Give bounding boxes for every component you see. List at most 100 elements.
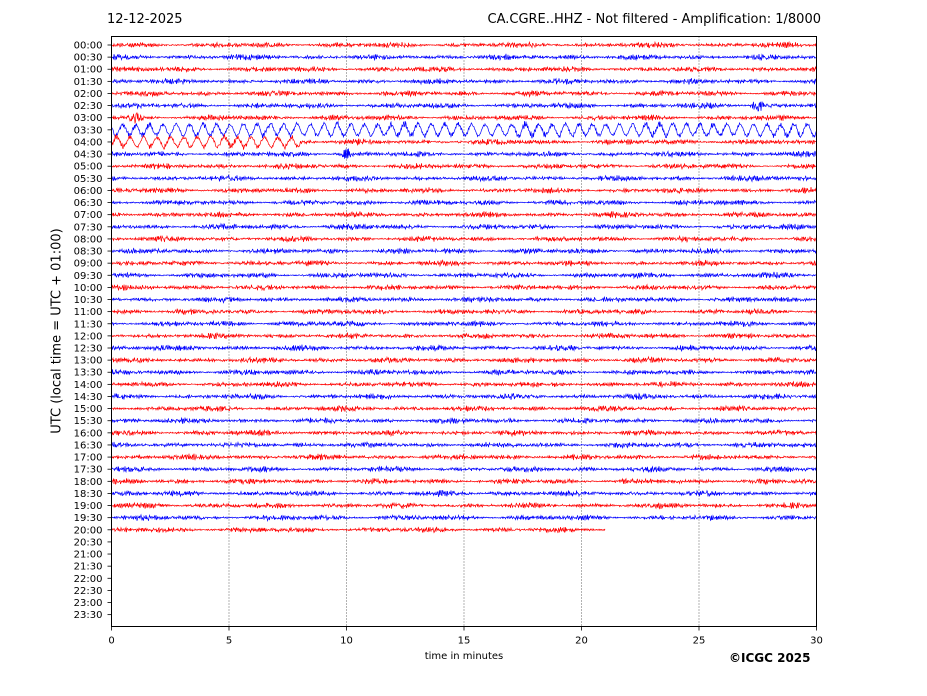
x-tick-label: 10 [340, 636, 353, 647]
y-tick-label: 23:30 [74, 610, 103, 621]
y-tick-label: 19:30 [74, 513, 103, 524]
x-tick-label: 25 [693, 636, 706, 647]
trace-09:00 [111, 259, 817, 268]
trace-07:30 [111, 222, 817, 231]
y-tick-label: 21:00 [74, 550, 103, 561]
trace-15:30 [111, 416, 817, 425]
y-tick-label: 22:30 [74, 586, 103, 597]
y-tick-label: 20:00 [74, 525, 103, 536]
trace-04:00 [111, 134, 817, 151]
y-tick-label: 13:30 [74, 368, 103, 379]
y-tick-label: 22:00 [74, 574, 103, 585]
trace-14:00 [111, 380, 817, 389]
trace-13:00 [111, 355, 817, 364]
trace-17:30 [111, 465, 817, 474]
trace-03:00 [111, 112, 817, 124]
y-tick-label: 15:30 [74, 416, 103, 427]
trace-14:30 [111, 392, 817, 401]
y-tick-label: 16:00 [74, 428, 103, 439]
trace-19:00 [111, 501, 817, 510]
trace-07:00 [111, 210, 817, 219]
trace-11:00 [111, 307, 817, 316]
trace-16:30 [111, 441, 817, 450]
trace-10:00 [111, 283, 817, 292]
trace-18:00 [111, 477, 817, 486]
y-tick-label: 16:30 [74, 440, 103, 451]
trace-05:00 [111, 162, 817, 170]
y-tick-label: 11:00 [74, 307, 103, 318]
y-tick-label: 17:30 [74, 465, 103, 476]
y-tick-label: 07:00 [74, 210, 103, 221]
y-tick-label: 14:00 [74, 380, 103, 391]
y-tick-label: 09:30 [74, 271, 103, 282]
y-tick-label: 15:00 [74, 404, 103, 415]
y-tick-label: 08:00 [74, 234, 103, 245]
y-tick-label: 04:00 [74, 137, 103, 148]
x-tick-label: 30 [810, 636, 823, 647]
trace-03:30 [111, 120, 817, 139]
x-tick-label: 0 [108, 636, 114, 647]
trace-01:00 [111, 65, 817, 73]
trace-02:00 [111, 89, 817, 98]
y-tick-label: 14:30 [74, 392, 103, 403]
y-tick-label: 17:00 [74, 453, 103, 464]
chart-title: CA.CGRE..HHZ - Not filtered - Amplificat… [487, 12, 822, 27]
y-tick-label: 08:30 [74, 247, 103, 258]
y-tick-label: 09:00 [74, 259, 103, 270]
y-ticks: 00:0000:3001:0001:3002:0002:3003:0003:30… [74, 41, 112, 621]
date-label: 12-12-2025 [107, 12, 183, 27]
trace-00:30 [111, 53, 817, 62]
y-tick-label: 23:00 [74, 598, 103, 609]
trace-20:00 [111, 526, 606, 534]
y-tick-label: 05:00 [74, 162, 103, 173]
y-tick-label: 00:30 [74, 53, 103, 64]
y-tick-label: 02:30 [74, 101, 103, 112]
trace-16:00 [111, 428, 817, 438]
y-tick-label: 01:00 [74, 65, 103, 76]
y-tick-label: 10:00 [74, 283, 103, 294]
y-tick-label: 04:30 [74, 150, 103, 161]
x-tick-label: 20 [575, 636, 588, 647]
trace-08:30 [111, 247, 817, 255]
trace-00:00 [111, 40, 817, 49]
gridlines [228, 36, 700, 627]
y-tick-label: 01:30 [74, 77, 103, 88]
y-tick-label: 12:00 [74, 331, 103, 342]
y-tick-label: 05:30 [74, 174, 103, 185]
trace-10:30 [111, 295, 817, 304]
x-ticks: 0 5 10 15 20 25 30 [108, 626, 823, 647]
y-tick-label: 11:30 [74, 319, 103, 330]
y-tick-label: 06:00 [74, 186, 103, 197]
x-tick-label: 15 [458, 636, 471, 647]
trace-06:30 [111, 199, 817, 207]
copyright: ©ICGC 2025 [729, 651, 811, 665]
y-tick-label: 18:30 [74, 489, 103, 500]
trace-17:00 [111, 453, 817, 461]
trace-01:30 [111, 77, 817, 86]
x-axis-label: time in minutes [424, 651, 504, 662]
y-tick-label: 12:30 [74, 344, 103, 355]
trace-04:30 [111, 148, 817, 159]
trace-11:30 [111, 319, 817, 328]
trace-13:30 [111, 368, 817, 377]
trace-08:00 [111, 234, 817, 243]
trace-06:00 [111, 186, 817, 195]
y-tick-label: 13:00 [74, 356, 103, 367]
trace-15:00 [111, 404, 817, 413]
y-tick-label: 03:00 [74, 113, 103, 124]
trace-18:30 [111, 489, 817, 498]
trace-09:30 [111, 271, 817, 280]
trace-12:30 [111, 344, 817, 353]
y-tick-label: 10:30 [74, 295, 103, 306]
y-tick-label: 07:30 [74, 222, 103, 233]
y-tick-label: 18:00 [74, 477, 103, 488]
y-tick-label: 02:00 [74, 89, 103, 100]
y-tick-label: 06:30 [74, 198, 103, 209]
x-tick-label: 5 [226, 636, 232, 647]
y-tick-label: 00:00 [74, 41, 103, 52]
trace-02:30 [111, 101, 817, 112]
seismic-traces [111, 40, 817, 534]
trace-12:00 [111, 332, 817, 340]
